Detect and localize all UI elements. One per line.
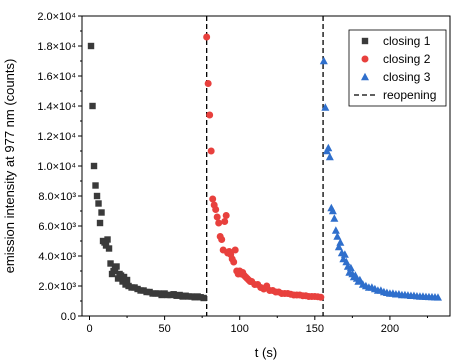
legend-item: closing 3 [361, 70, 431, 84]
data-point [104, 236, 111, 243]
data-point [209, 195, 217, 203]
data-point [93, 192, 101, 200]
y-tick-label: 2.0×10³ [38, 281, 76, 293]
x-tick-label: 50 [158, 323, 170, 335]
data-point [321, 103, 330, 111]
data-point [340, 250, 349, 258]
x-axis-title: t (s) [255, 345, 277, 360]
data-point [204, 80, 212, 87]
data-point [325, 152, 334, 161]
y-tick-label: 1.4×10⁴ [37, 101, 76, 113]
y-tick-label: 1.0×10⁴ [37, 161, 76, 173]
data-point [213, 213, 221, 221]
legend-item: reopening [354, 88, 436, 102]
x-tick-label: 200 [381, 323, 399, 335]
series-closing-2 [203, 33, 325, 301]
series-closing-1 [87, 42, 207, 302]
data-point [433, 293, 442, 301]
legend-label: closing 2 [383, 52, 431, 66]
y-axis: 0.0 2.0×10³ 4.0×10³ 6.0×10³ 8.0×10³ 1.0×10⁴ 1.… [37, 11, 82, 323]
y-tick-label: 1.6×10⁴ [37, 71, 76, 83]
data-point [95, 200, 102, 207]
data-point [334, 242, 343, 251]
data-point [231, 246, 239, 254]
data-point [222, 212, 230, 219]
y-tick-label: 1.8×10⁴ [37, 41, 76, 53]
data-point [123, 276, 131, 284]
legend-label: reopening [383, 88, 436, 102]
data-point [87, 42, 95, 50]
data-point [105, 245, 113, 252]
x-tick-label: 100 [231, 323, 249, 335]
data-point [333, 232, 342, 240]
data-point [92, 182, 99, 189]
y-tick-label: 1.2×10⁴ [37, 131, 76, 143]
data-point [89, 102, 96, 110]
data-point [355, 275, 364, 284]
data-point [113, 263, 120, 270]
x-tick-label: 150 [306, 323, 324, 335]
data-point [203, 33, 211, 41]
data-point [90, 162, 98, 170]
legend-marker [361, 72, 369, 81]
y-tick-label: 0.0 [61, 311, 76, 323]
x-tick-label: 0 [86, 323, 92, 335]
legend-label: closing 3 [383, 70, 431, 84]
legend-marker [361, 55, 369, 63]
legend-label: closing 1 [383, 34, 431, 48]
data-point [324, 143, 333, 152]
y-tick-label: 4.0×10³ [38, 251, 76, 263]
legend-marker [361, 37, 369, 45]
x-axis: 0 50 100 150 200 [86, 316, 428, 335]
legend-item: closing 1 [361, 34, 431, 48]
data-point [212, 206, 220, 213]
data-point [98, 209, 105, 216]
data-point [328, 206, 337, 215]
data-point [346, 263, 355, 272]
data-point [330, 214, 339, 222]
y-axis-title: emission intensity at 977 nm (counts) [2, 59, 17, 274]
y-tick-label: 6.0×10³ [38, 221, 76, 233]
data-point [207, 147, 215, 155]
y-tick-label: 8.0×10³ [38, 191, 76, 203]
plot-area [81, 15, 451, 317]
data-point [319, 56, 328, 65]
data-point [336, 238, 345, 246]
data-point [215, 219, 223, 227]
data-point [331, 226, 340, 234]
data-point [230, 258, 238, 266]
y-tick-label: 2.0×10⁴ [37, 11, 76, 23]
series-closing-3 [319, 56, 442, 301]
legend-item: closing 2 [361, 52, 431, 66]
data-point [107, 260, 114, 267]
data-point [206, 111, 214, 119]
legend: closing 1 closing 2 closing 3 reopening [348, 29, 447, 107]
data-point [218, 236, 226, 243]
data-point [317, 293, 325, 301]
data-point [96, 219, 104, 227]
data-point [200, 294, 207, 302]
data-point [221, 218, 229, 225]
